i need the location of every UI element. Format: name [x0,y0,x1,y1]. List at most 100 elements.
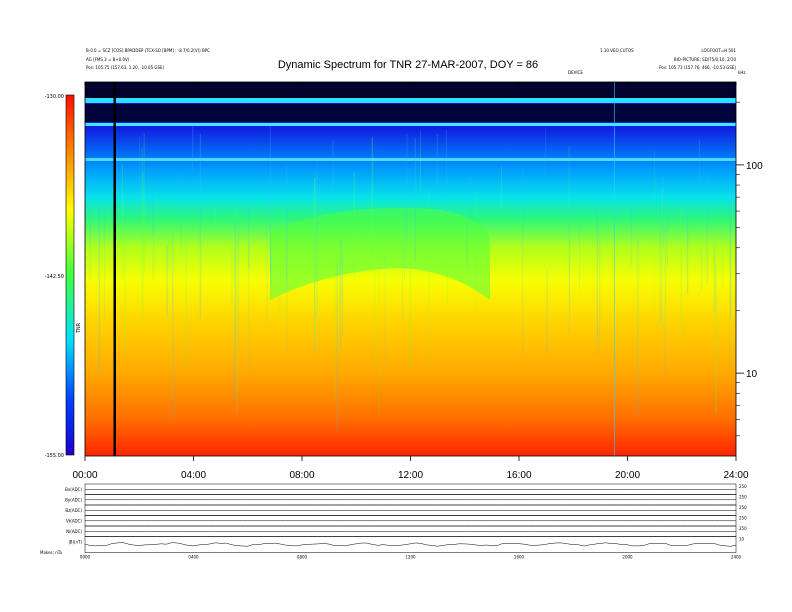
striation [314,178,316,339]
striation [409,262,411,366]
x-tick-label: 24:00 [723,470,748,481]
striation [706,174,708,284]
striation [172,234,174,419]
striation [729,224,731,364]
cyan-band-1 [85,98,736,103]
y-tick-label: 100 [746,161,763,172]
panel-x-tick-label: 2400 [731,555,742,560]
striation [466,225,468,270]
panel-x-tick-label: 1200 [405,555,416,560]
y-tick-label: 10 [746,369,758,380]
striation [141,147,143,325]
striation [334,244,336,402]
panel-label: Bz(ADC) [65,508,82,513]
striation [339,238,342,349]
striation [378,236,380,416]
panel-right-tick: 250 [739,516,747,521]
striation [469,177,471,223]
panel-label: Bx(ADC) [65,487,82,492]
colorbar [65,94,75,456]
x-tick-label: 04:00 [181,470,206,481]
striation [446,129,447,217]
striation [215,205,217,239]
header-right-line3: Pos: 105.73 (157.76, 466, -10.53 GSE) [659,65,736,70]
panel-trace [84,542,737,547]
green-bulge [270,207,490,300]
striation [568,145,570,299]
striation [199,133,202,319]
colorbar-tick-top: -130.00 [45,94,64,100]
striation [663,177,664,247]
striation [236,208,238,263]
striation [269,126,271,272]
striation [713,245,716,313]
striation [374,269,375,367]
cyan-band-3 [85,158,736,161]
striation [236,237,238,413]
striation [630,193,632,266]
striation [314,174,316,352]
striation [332,139,334,208]
header-right-line2: BIO-PICTURE: SD/75/0.10, 2/10 [674,57,737,62]
panel-x-tick-label: 0400 [188,555,199,560]
striation [667,211,668,268]
striation [248,186,250,270]
striation [568,205,570,333]
spectrum-structure [85,82,736,456]
striation [664,226,666,376]
striation [353,172,355,277]
striation [404,210,405,280]
striation [661,188,663,331]
striation [316,160,318,317]
striation [371,137,374,257]
header-left-line3: Pos: 105.75 (157.63, 1.20, -10.05 GSE) [86,65,165,70]
panel-right-tick: 250 [739,484,747,489]
striation [238,226,239,347]
striation [234,220,237,402]
header-left-line2: AG (FMS 3 = B+0.0V) [86,57,130,62]
colorbar-label: TNR [76,322,82,334]
striation [167,235,170,270]
panel-x-tick-label: 1600 [514,555,525,560]
striation [192,126,194,170]
header-left-line1: B-0.0 = SCZ [COS] BPADDEP (TCX-SO [BPM] … [86,48,210,53]
striation [314,178,315,357]
striation [680,207,682,340]
x-tick-label: 16:00 [506,470,531,481]
spectrum-background [85,82,736,456]
panel-label: Ni(ADC) [66,529,82,534]
striation [139,136,140,215]
striation [419,131,421,191]
x-tick-label: 12:00 [398,470,423,481]
panel-x-tick-label: 2000 [622,555,633,560]
panel-label: |B|(nT) [68,540,82,545]
x-axis: 00:00 04:00 08:00 12:00 16:00 20:00 24:00 [72,82,749,481]
panel-label: By(ADC) [65,498,82,503]
striation [103,200,105,319]
striation [124,237,126,356]
striation [637,238,639,415]
striation [406,133,408,242]
x-tick-label: 20:00 [615,470,640,481]
striation [152,194,154,235]
striation [342,250,344,336]
y-axis: 10 100 [736,101,763,437]
panel-right-tick: 10 [739,537,745,542]
striation [341,228,343,302]
header-right-line1: LOGFOOT=H 501 [701,48,736,53]
burst-line [613,82,615,456]
striation [447,211,448,304]
striation [501,166,502,209]
panel-frame [84,536,737,553]
striation [729,194,732,319]
striation [98,206,100,372]
striation [270,243,272,286]
striation [596,190,598,343]
footer-label: Makes: nTa [40,550,63,555]
panel-label: Vt(ADC) [66,519,82,524]
striation [279,268,281,322]
striation [384,255,386,366]
striation [654,151,655,316]
panel-right-tick: 250 [739,505,747,510]
